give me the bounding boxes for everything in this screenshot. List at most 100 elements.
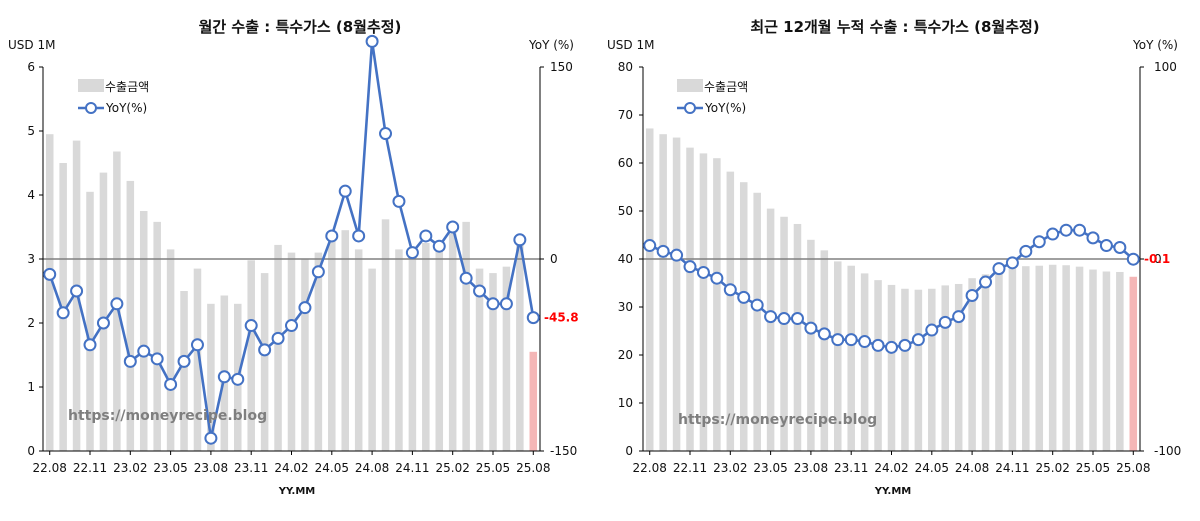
bar <box>874 280 882 451</box>
x-tick-label: 24.05 <box>315 461 349 475</box>
x-tick-label: 23.11 <box>834 461 868 475</box>
watermark: https://moneyrecipe.blog <box>68 408 267 424</box>
yoy-point <box>110 297 124 311</box>
y-right-tick-label: 0 <box>1154 252 1162 266</box>
x-tick-label: 23.08 <box>194 461 228 475</box>
bar <box>954 283 963 451</box>
y-right-axis-label: YoY (%) <box>1132 38 1178 52</box>
yoy-point <box>486 297 500 311</box>
yoy-point <box>938 315 952 329</box>
yoy-point <box>723 283 737 297</box>
yoy-point <box>123 354 137 368</box>
yoy-point <box>696 265 710 279</box>
bar <box>726 171 735 451</box>
yoy-point <box>446 220 460 234</box>
yoy-point <box>1086 231 1100 245</box>
yoy-point <box>952 310 966 324</box>
bar <box>847 265 855 451</box>
yoy-point <box>352 229 366 243</box>
bar <box>502 266 511 451</box>
x-tick-label: 24.11 <box>395 461 429 475</box>
y-left-tick-label: 2 <box>27 316 35 330</box>
bar <box>516 241 524 451</box>
yoy-point <box>804 321 818 335</box>
yoy-point <box>1126 252 1140 266</box>
y-left-tick-label: 4 <box>27 188 35 202</box>
yoy-point <box>137 344 151 358</box>
bar <box>180 291 188 451</box>
x-axis-label: YY.MM <box>278 486 316 497</box>
bar <box>422 243 430 451</box>
bar <box>968 278 976 451</box>
bar <box>672 137 681 451</box>
yoy-point <box>405 246 419 260</box>
yoy-point <box>164 377 178 391</box>
yoy-point <box>244 319 258 333</box>
bar <box>435 249 444 451</box>
y-right-tick-label: 100 <box>1154 60 1177 74</box>
yoy-point <box>831 333 845 347</box>
bar <box>793 223 802 451</box>
y-right-tick-label: 0 <box>550 252 558 266</box>
yoy-point <box>1032 235 1046 249</box>
x-tick-label: 22.08 <box>633 461 667 475</box>
x-tick-label: 23.02 <box>713 461 747 475</box>
yoy-point <box>513 233 527 247</box>
yoy-point <box>885 340 898 354</box>
yoy-point <box>365 34 379 48</box>
bar <box>1089 269 1097 451</box>
yoy-point <box>777 312 791 326</box>
yoy-point <box>710 271 724 285</box>
x-tick-label: 24.02 <box>874 461 908 475</box>
x-tick-label: 22.11 <box>73 461 107 475</box>
yoy-point <box>459 271 473 285</box>
yoy-point <box>56 306 70 320</box>
bar <box>395 249 403 451</box>
yoy-point <box>258 343 272 357</box>
bar <box>314 252 323 451</box>
bar <box>408 255 417 451</box>
bar <box>1129 276 1138 451</box>
legend-bar-swatch <box>677 79 703 92</box>
bar <box>274 244 282 451</box>
chart-title: 월간 수출 : 특수가스 (8월추정) <box>199 18 402 36</box>
y-left-tick-label: 80 <box>618 60 633 74</box>
x-tick-label: 23.08 <box>794 461 828 475</box>
yoy-point <box>150 352 164 366</box>
bar <box>766 208 775 451</box>
x-tick-label: 25.05 <box>476 461 510 475</box>
legend-bar-label: 수출금액 <box>105 80 149 94</box>
bar <box>126 180 135 452</box>
bar <box>645 128 654 451</box>
yoy-point <box>965 288 979 302</box>
bar <box>1116 271 1124 451</box>
yoy-point <box>858 335 872 349</box>
yoy-point <box>656 244 670 258</box>
yoy-point <box>1099 239 1113 253</box>
bar <box>341 230 349 451</box>
yoy-point <box>817 327 831 341</box>
bar <box>207 303 215 451</box>
bar <box>901 288 909 451</box>
y-left-axis-label: USD 1M <box>8 38 55 52</box>
yoy-point <box>325 229 339 243</box>
bar <box>1062 265 1070 451</box>
bar <box>462 221 470 451</box>
yoy-point <box>338 184 352 198</box>
y-left-tick-label: 0 <box>625 444 633 458</box>
bar <box>489 273 497 451</box>
x-axis-label: YY.MM <box>874 486 912 497</box>
bar <box>354 249 363 451</box>
bar <box>381 219 390 451</box>
y-left-tick-label: 0 <box>27 444 35 458</box>
x-tick-label: 25.02 <box>436 461 470 475</box>
bar <box>941 285 949 451</box>
yoy-point <box>311 265 325 279</box>
legend-bar-label: 수출금액 <box>704 80 748 94</box>
bar <box>713 158 721 451</box>
bar <box>99 172 108 451</box>
bar <box>739 182 748 451</box>
x-tick-label: 23.05 <box>753 461 787 475</box>
x-tick-label: 22.11 <box>673 461 707 475</box>
